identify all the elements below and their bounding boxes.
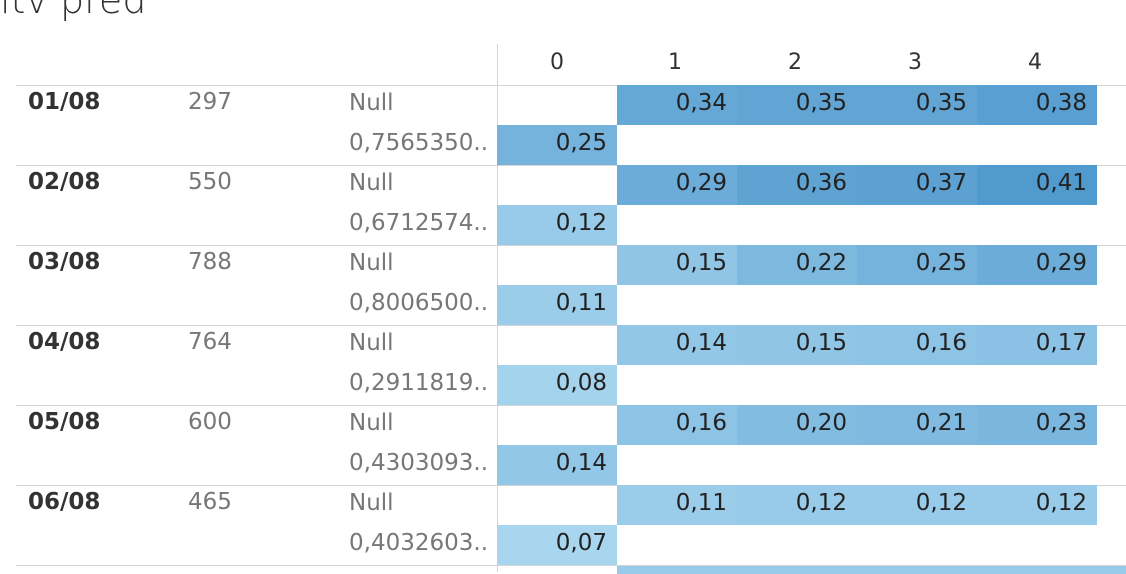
heatmap-value-label: 0,16 xyxy=(915,330,967,356)
row-count: 764 xyxy=(188,329,232,355)
heatmap-cell xyxy=(977,85,1097,125)
row-date: 02/08 xyxy=(28,169,101,195)
heatmap-value-label: 0,14 xyxy=(675,330,727,356)
row-divider xyxy=(16,565,1126,566)
heatmap-cell xyxy=(737,485,857,525)
heatmap-cell xyxy=(617,485,737,525)
heatmap-value-label: 0,29 xyxy=(675,170,727,196)
heatmap-cell xyxy=(977,485,1097,525)
heatmap-value-label: 0,35 xyxy=(795,90,847,116)
heatmap-value-label: 0,23 xyxy=(1035,410,1087,436)
row-date: 04/08 xyxy=(28,329,101,355)
heatmap-value-label: 0,41 xyxy=(1035,170,1087,196)
heatmap-cell xyxy=(857,245,977,285)
heatmap-cell xyxy=(497,285,617,325)
heatmap-cell xyxy=(857,485,977,525)
heatmap-value-label: 0,34 xyxy=(675,90,727,116)
chart-title: ltv pred xyxy=(0,0,147,22)
heatmap-cell xyxy=(977,245,1097,285)
heatmap-value-label: 0,22 xyxy=(795,250,847,276)
heatmap-value-label: 0,29 xyxy=(1035,250,1087,276)
heatmap-value-label: 0,07 xyxy=(555,530,607,556)
heatmap-value-label: 0,38 xyxy=(1035,90,1087,116)
heatmap-cell xyxy=(977,165,1097,205)
heatmap-cell xyxy=(497,365,617,405)
heatmap-cell xyxy=(977,325,1097,365)
row-date: 03/08 xyxy=(28,249,101,275)
heatmap-cell xyxy=(497,125,617,165)
heatmap-cell xyxy=(617,325,737,365)
row-divider xyxy=(16,325,1126,326)
heatmap-cell xyxy=(857,165,977,205)
heatmap-cell xyxy=(497,445,617,485)
row-date: 05/08 xyxy=(28,409,101,435)
heatmap-cell xyxy=(617,245,737,285)
heatmap-value-label: 0,12 xyxy=(1035,490,1087,516)
row-divider xyxy=(16,245,1126,246)
heatmap-value-label: 0,15 xyxy=(795,330,847,356)
row-divider xyxy=(16,405,1126,406)
heatmap-cell xyxy=(857,85,977,125)
row-date: 01/08 xyxy=(28,89,101,115)
heatmap-value-label: 0,12 xyxy=(795,490,847,516)
heatmap-cell xyxy=(977,405,1097,445)
row-count: 550 xyxy=(188,169,232,195)
row-date: 06/08 xyxy=(28,489,101,515)
heatmap-value-label: 0,36 xyxy=(795,170,847,196)
heatmap-value-label: 0,14 xyxy=(555,450,607,476)
row-divider xyxy=(16,85,1126,86)
heatmap-cell xyxy=(737,405,857,445)
heatmap-cell xyxy=(737,325,857,365)
heatmap-value-label: 0,17 xyxy=(1035,330,1087,356)
heatmap-value-label: 0,12 xyxy=(915,490,967,516)
sub-row-label: 0,6712574.. xyxy=(349,210,488,236)
heatmap-cell xyxy=(737,85,857,125)
heatmap-value-label: 0,21 xyxy=(915,410,967,436)
row-count: 465 xyxy=(188,489,232,515)
sub-row-label: Null xyxy=(349,490,394,516)
heatmap-cell-partial xyxy=(617,566,1126,574)
row-count: 788 xyxy=(188,249,232,275)
sub-row-label: Null xyxy=(349,330,394,356)
heatmap-value-label: 0,20 xyxy=(795,410,847,436)
heatmap-value-label: 0,35 xyxy=(915,90,967,116)
heatmap-value-label: 0,37 xyxy=(915,170,967,196)
heatmap-value-label: 0,11 xyxy=(675,490,727,516)
column-header-3: 3 xyxy=(908,50,922,75)
sub-row-label: Null xyxy=(349,90,394,116)
row-count: 297 xyxy=(188,89,232,115)
sub-row-label: 0,7565350.. xyxy=(349,130,488,156)
heatmap-cell xyxy=(617,405,737,445)
column-header-4: 4 xyxy=(1028,50,1042,75)
column-header-0: 0 xyxy=(550,50,564,75)
column-header-1: 1 xyxy=(668,50,682,75)
heatmap-cell xyxy=(857,405,977,445)
heatmap-value-label: 0,08 xyxy=(555,370,607,396)
sub-row-label: 0,4303093.. xyxy=(349,450,488,476)
heatmap-value-label: 0,15 xyxy=(675,250,727,276)
heatmap-value-label: 0,16 xyxy=(675,410,727,436)
heatmap-cell xyxy=(617,165,737,205)
heatmap-cell xyxy=(497,205,617,245)
heatmap-value-label: 0,11 xyxy=(555,290,607,316)
sub-row-label: Null xyxy=(349,170,394,196)
heatmap-cell xyxy=(737,165,857,205)
heatmap-cell xyxy=(857,325,977,365)
heatmap-value-label: 0,25 xyxy=(555,130,607,156)
heatmap-cell xyxy=(497,525,617,565)
heatmap-value-label: 0,12 xyxy=(555,210,607,236)
row-count: 600 xyxy=(188,409,232,435)
sub-row-label: Null xyxy=(349,250,394,276)
row-divider xyxy=(16,485,1126,486)
heatmap-cell xyxy=(737,245,857,285)
heatmap-cell xyxy=(617,85,737,125)
row-divider xyxy=(16,165,1126,166)
column-header-2: 2 xyxy=(788,50,802,75)
sub-row-label: 0,2911819.. xyxy=(349,370,488,396)
sub-row-label: 0,8006500.. xyxy=(349,290,488,316)
sub-row-label: 0,4032603.. xyxy=(349,530,488,556)
sub-row-label: Null xyxy=(349,410,394,436)
heatmap-value-label: 0,25 xyxy=(915,250,967,276)
